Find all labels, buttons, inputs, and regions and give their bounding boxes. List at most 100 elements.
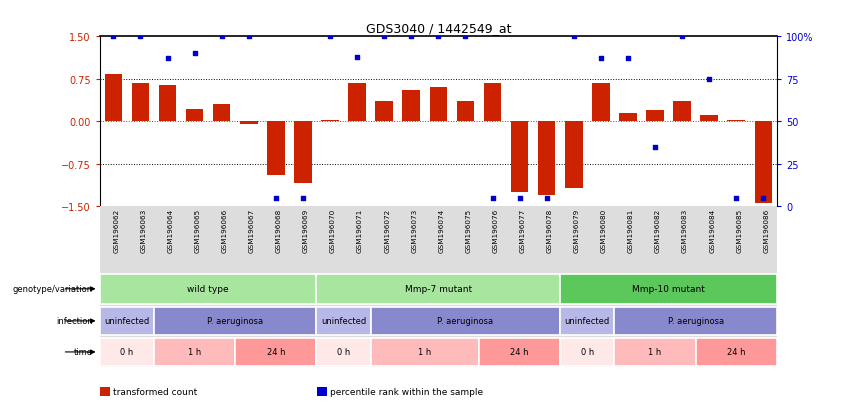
- Bar: [674, 102, 691, 122]
- Point: [567, 34, 581, 40]
- Text: uninfected: uninfected: [104, 317, 149, 325]
- Point: [350, 54, 364, 61]
- Bar: [186, 109, 203, 122]
- Point: [161, 56, 174, 62]
- Text: GSM196081: GSM196081: [628, 209, 634, 253]
- Text: uninfected: uninfected: [565, 317, 610, 325]
- Point: [513, 195, 527, 202]
- Bar: [104, 75, 122, 122]
- Text: 24 h: 24 h: [727, 348, 746, 356]
- Bar: [371, 338, 479, 366]
- Text: 24 h: 24 h: [266, 348, 285, 356]
- Text: genotype/variation: genotype/variation: [13, 285, 93, 294]
- Text: GSM196084: GSM196084: [709, 209, 715, 253]
- Point: [296, 195, 310, 202]
- Bar: [403, 91, 420, 122]
- Bar: [615, 307, 777, 335]
- Text: GSM196079: GSM196079: [574, 209, 580, 253]
- Bar: [154, 338, 235, 366]
- Bar: [560, 307, 615, 335]
- Bar: [100, 274, 317, 304]
- Bar: [457, 102, 474, 122]
- Bar: [375, 102, 393, 122]
- Text: wild type: wild type: [187, 285, 229, 294]
- Text: GSM196068: GSM196068: [276, 209, 282, 253]
- Point: [594, 56, 608, 62]
- Text: GSM196072: GSM196072: [385, 209, 391, 253]
- Text: GSM196067: GSM196067: [249, 209, 255, 253]
- Point: [269, 195, 283, 202]
- Text: infection: infection: [56, 317, 93, 325]
- Bar: [371, 307, 560, 335]
- Bar: [100, 307, 154, 335]
- Text: GSM196086: GSM196086: [763, 209, 769, 253]
- Text: GSM196076: GSM196076: [492, 209, 498, 253]
- Point: [702, 76, 716, 83]
- Bar: [240, 122, 258, 125]
- Text: GSM196075: GSM196075: [465, 209, 471, 253]
- Text: GSM196082: GSM196082: [655, 209, 661, 253]
- Bar: [100, 338, 154, 366]
- Text: 1 h: 1 h: [418, 348, 431, 356]
- Bar: [565, 122, 582, 188]
- Text: GSM196070: GSM196070: [330, 209, 336, 253]
- Point: [378, 34, 391, 40]
- Point: [675, 34, 689, 40]
- Text: 1 h: 1 h: [648, 348, 661, 356]
- Bar: [592, 83, 609, 122]
- Point: [648, 144, 662, 150]
- Text: transformed count: transformed count: [113, 387, 197, 396]
- Bar: [538, 122, 556, 195]
- Text: Mmp-7 mutant: Mmp-7 mutant: [404, 285, 472, 294]
- Bar: [560, 338, 615, 366]
- Text: P. aeruginosa: P. aeruginosa: [667, 317, 724, 325]
- Text: 24 h: 24 h: [510, 348, 529, 356]
- Bar: [321, 121, 339, 122]
- Point: [729, 195, 743, 202]
- Bar: [430, 88, 447, 122]
- Text: 1 h: 1 h: [188, 348, 201, 356]
- Text: P. aeruginosa: P. aeruginosa: [207, 317, 263, 325]
- Point: [242, 34, 256, 40]
- Point: [458, 34, 472, 40]
- Point: [187, 51, 201, 57]
- Bar: [727, 121, 745, 122]
- Text: uninfected: uninfected: [321, 317, 366, 325]
- Text: GSM196074: GSM196074: [438, 209, 444, 253]
- Text: GSM196069: GSM196069: [303, 209, 309, 253]
- Point: [540, 195, 554, 202]
- Bar: [560, 274, 777, 304]
- Point: [323, 34, 337, 40]
- Text: GSM196073: GSM196073: [411, 209, 418, 253]
- Bar: [267, 122, 285, 176]
- Bar: [235, 338, 317, 366]
- Bar: [615, 338, 695, 366]
- Point: [214, 34, 228, 40]
- Point: [107, 34, 121, 40]
- Bar: [132, 83, 149, 122]
- Bar: [154, 307, 317, 335]
- Text: GSM196083: GSM196083: [682, 209, 688, 253]
- Bar: [159, 86, 176, 122]
- Bar: [317, 274, 560, 304]
- Bar: [294, 122, 312, 184]
- Text: GSM196066: GSM196066: [221, 209, 227, 253]
- Bar: [483, 83, 502, 122]
- Point: [134, 34, 148, 40]
- Text: GSM196071: GSM196071: [357, 209, 363, 253]
- Text: GSM196077: GSM196077: [520, 209, 526, 253]
- Text: Mmp-10 mutant: Mmp-10 mutant: [632, 285, 705, 294]
- Bar: [646, 111, 664, 122]
- Bar: [317, 307, 371, 335]
- Bar: [348, 83, 366, 122]
- Point: [756, 195, 770, 202]
- Point: [621, 56, 635, 62]
- Bar: [695, 338, 777, 366]
- Text: GSM196064: GSM196064: [168, 209, 174, 253]
- Text: time: time: [74, 348, 93, 356]
- Bar: [479, 338, 560, 366]
- Text: GSM196085: GSM196085: [736, 209, 742, 253]
- Text: GSM196080: GSM196080: [601, 209, 607, 253]
- Bar: [317, 338, 371, 366]
- Text: GSM196062: GSM196062: [114, 209, 120, 253]
